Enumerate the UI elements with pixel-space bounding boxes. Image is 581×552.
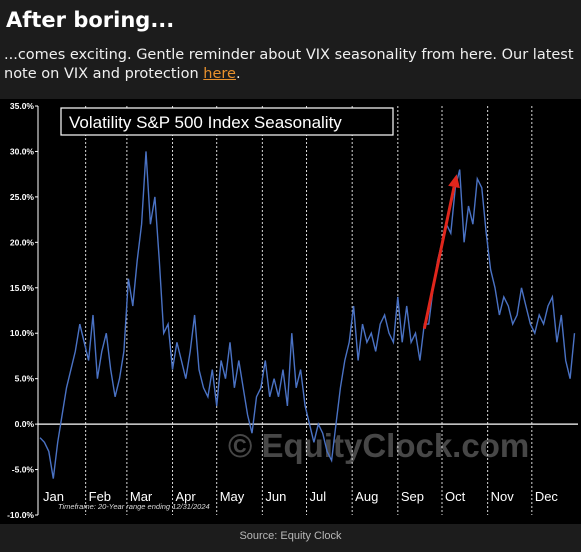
x-tick-label: Oct: [445, 489, 466, 504]
y-tick-label: 35.0%: [10, 101, 35, 111]
x-axis: Jan Feb Mar Apr May Jun Jul Aug Sep Oct Nov Dec: [43, 489, 558, 504]
x-tick-label: Aug: [355, 489, 378, 504]
trend-arrow-shaft: [422, 186, 456, 329]
vix-seasonality-chart: -10.0% -5.0% 0.0% 5.0% 10.0% 15.0% 20.0% 25.0% 3…: [7, 101, 578, 520]
x-tick-label: Dec: [535, 489, 559, 504]
y-tick-label: -5.0%: [12, 465, 35, 475]
y-tick-label: -10.0%: [7, 510, 34, 520]
y-tick-label: 15.0%: [10, 283, 35, 293]
chart-title-box: [60, 107, 394, 136]
y-tick-label: 20.0%: [10, 237, 35, 247]
x-tick-label: Sep: [401, 489, 424, 504]
note-link[interactable]: here: [203, 66, 236, 82]
trend-arrow: [422, 174, 460, 329]
y-tick-label: 0.0%: [15, 419, 35, 429]
x-tick-label: Feb: [89, 489, 111, 504]
x-tick-label: Apr: [176, 489, 197, 504]
post-body: ...comes exciting. Gentle reminder about…: [4, 46, 580, 84]
y-tick-label: 10.0%: [10, 328, 35, 338]
image-source: Source: Equity Clock: [239, 530, 342, 542]
x-tick-label: Jul: [310, 489, 327, 504]
y-tick-label: 5.0%: [15, 374, 35, 384]
watermark: © EquityClock.com: [228, 427, 529, 464]
y-tick-label: 30.0%: [10, 146, 35, 156]
x-tick-label: Nov: [491, 489, 515, 504]
post-title: After boring...: [6, 8, 175, 32]
chart-title: Volatility S&P 500 Index Seasonality: [69, 113, 342, 132]
y-tick-label: 25.0%: [10, 192, 35, 202]
x-tick-label: May: [220, 489, 245, 504]
x-tick-label: Mar: [130, 489, 153, 504]
chart-grid: [38, 106, 578, 515]
x-tick-label: Jun: [265, 489, 286, 504]
chart-footnote: Timeframe: 20-Year range ending 12/31/20…: [58, 502, 210, 511]
series-line: [39, 151, 576, 479]
post-body-end: .: [235, 66, 241, 82]
trend-arrow-head: [448, 174, 460, 189]
y-axis: -10.0% -5.0% 0.0% 5.0% 10.0% 15.0% 20.0% 25.0% 3…: [7, 101, 39, 520]
post-body-text: ...comes exciting. Gentle reminder about…: [4, 47, 574, 82]
chart-image: -10.0% -5.0% 0.0% 5.0% 10.0% 15.0% 20.0% 25.0% 3…: [0, 99, 581, 524]
x-tick-label: Jan: [43, 489, 64, 504]
